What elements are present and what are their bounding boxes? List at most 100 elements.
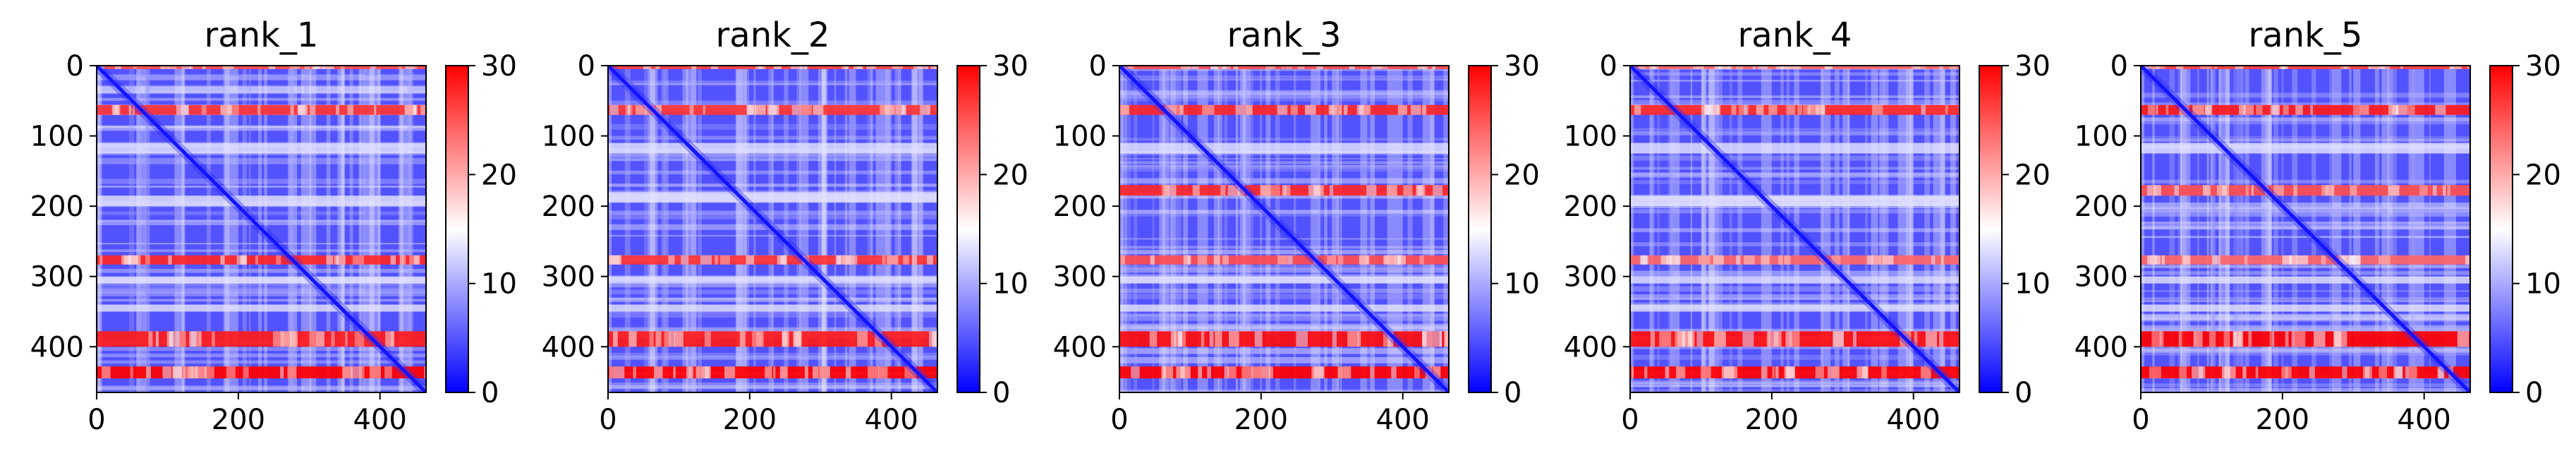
x-tick-label: 200 — [212, 404, 265, 436]
heatmap-texture — [821, 66, 827, 392]
heatmap-texture — [1443, 66, 1448, 392]
heatmap-texture — [1630, 172, 1960, 176]
heatmap-texture — [2268, 66, 2272, 392]
heatmap-texture — [146, 66, 150, 392]
y-tick-label: 100 — [30, 121, 84, 153]
heatmap-texture — [1915, 66, 1926, 69]
heatmap-texture — [1222, 66, 1227, 69]
heatmap-texture — [300, 66, 305, 392]
heatmap-texture — [669, 331, 676, 347]
heatmap-texture — [360, 66, 365, 392]
heatmap-texture — [1797, 104, 1802, 115]
heatmap-texture — [2350, 185, 2357, 196]
heatmap-texture — [413, 104, 416, 115]
heatmap-texture — [1631, 366, 1634, 379]
heatmap-texture — [242, 66, 247, 392]
heatmap-texture — [1883, 66, 1887, 392]
heatmap-texture — [1780, 66, 1784, 392]
heatmap-texture — [1940, 66, 1945, 392]
heatmap-texture — [1630, 345, 1960, 349]
heatmap-texture — [289, 66, 294, 392]
heatmap-texture — [2242, 366, 2247, 379]
heatmap-texture — [1119, 288, 1449, 293]
heatmap-texture — [1650, 331, 1655, 347]
heatmap-texture — [2211, 66, 2216, 392]
heatmap-texture — [887, 255, 899, 265]
heatmap-texture — [407, 66, 411, 392]
heatmap-texture — [1287, 255, 1293, 265]
heatmap-texture — [1881, 366, 1887, 379]
heatmap-texture — [304, 66, 308, 392]
heatmap-texture — [753, 66, 756, 392]
heatmap-texture — [2196, 331, 2203, 347]
heatmap-texture — [97, 347, 426, 351]
heatmap-texture — [2363, 366, 2373, 379]
heatmap-texture — [2182, 66, 2187, 392]
heatmap-texture — [1242, 66, 1246, 392]
heatmap-texture — [2255, 366, 2259, 379]
heatmap-texture — [1125, 66, 1131, 392]
heatmap-texture — [97, 97, 426, 101]
heatmap-light-band — [1630, 276, 1960, 284]
y-tick-label: 400 — [2074, 331, 2128, 363]
heatmap-column-band — [2141, 66, 2145, 392]
x-tick-label: 400 — [2398, 404, 2451, 436]
heatmap-high-band — [2141, 104, 2470, 115]
heatmap-texture — [736, 66, 742, 392]
heatmap-texture — [1649, 66, 1653, 392]
heatmap-texture — [2429, 66, 2431, 392]
heatmap-texture — [385, 331, 395, 347]
heatmap-texture — [892, 66, 903, 69]
heatmap-texture — [1197, 255, 1208, 265]
heatmap-texture — [609, 104, 619, 115]
heatmap-texture — [1744, 104, 1749, 115]
heatmap-texture — [2291, 331, 2295, 347]
heatmap-texture — [2407, 366, 2417, 379]
heatmap-texture — [1227, 185, 1240, 196]
heatmap-texture — [608, 153, 937, 157]
heatmap-texture — [280, 366, 284, 379]
heatmap-texture — [739, 331, 746, 347]
heatmap-light-band — [1119, 276, 1449, 284]
heatmap-texture — [2179, 366, 2187, 379]
heatmap-texture — [358, 366, 365, 379]
heatmap-texture — [796, 66, 801, 392]
heatmap-texture — [1407, 66, 1413, 392]
heatmap-texture — [352, 255, 365, 265]
heatmap-texture — [1119, 326, 1449, 333]
heatmap-texture — [202, 66, 206, 69]
y-tick-label: 200 — [1564, 191, 1617, 223]
colorbar-tick-label: 30 — [481, 50, 517, 83]
heatmap-panel: rank_5 0 200 400 0 100 200 300 400 0 10 20 30 — [2074, 16, 2561, 436]
heatmap-texture — [925, 66, 928, 69]
heatmap-texture — [369, 66, 375, 392]
heatmap-diagonal-halo — [608, 66, 937, 392]
heatmap-texture — [2395, 366, 2402, 379]
heatmap-texture — [1644, 366, 1648, 379]
heatmap-texture — [2141, 271, 2470, 275]
axes-frame — [1119, 65, 1450, 393]
heatmap-texture — [226, 366, 236, 379]
axes-frame — [2140, 65, 2471, 393]
colorbar-tick-label: 20 — [481, 159, 517, 191]
heatmap-texture — [1207, 366, 1211, 379]
heatmap-texture — [2216, 185, 2228, 196]
heatmap-texture — [799, 66, 808, 69]
heatmap-texture — [715, 255, 719, 265]
y-tick-label: 200 — [30, 191, 84, 223]
heatmap-texture — [128, 255, 141, 265]
heatmap-texture — [155, 331, 159, 347]
y-tick-label: 0 — [1089, 50, 1107, 83]
colorbar — [1979, 65, 2003, 393]
heatmap-texture — [1630, 72, 1960, 76]
heatmap-texture — [1831, 366, 1840, 379]
heatmap-texture — [2269, 331, 2272, 347]
heatmap-texture — [1949, 66, 1957, 69]
heatmap-texture — [290, 104, 294, 115]
heatmap-texture — [1269, 366, 1274, 379]
x-tick-label: 200 — [1234, 404, 1288, 436]
heatmap-texture — [1371, 66, 1381, 69]
heatmap-texture — [304, 66, 310, 69]
heatmap-texture — [1119, 274, 1449, 277]
heatmap-texture — [2450, 66, 2462, 69]
